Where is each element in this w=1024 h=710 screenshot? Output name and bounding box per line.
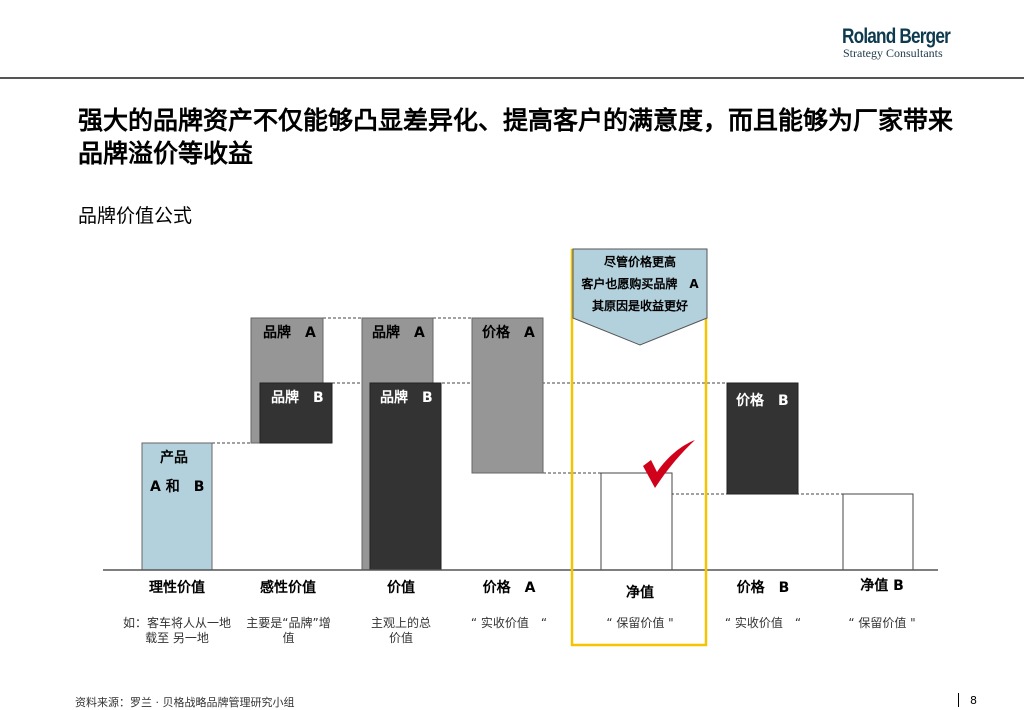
page-title: 强大的品牌资产不仅能够凸显差异化、提高客户的满意度，而且能够为厂家带来品牌溢价等… — [78, 106, 954, 168]
callout-line: 尽管价格更高 — [603, 255, 676, 269]
bar-label: 品牌 A — [372, 325, 425, 341]
column-note: “ 保留价值 " — [848, 616, 916, 630]
bar-label: 价格 A — [482, 325, 535, 341]
column-note: 主要是“品牌”增值 — [246, 616, 331, 645]
bar-price-a — [471, 317, 544, 474]
header-divider — [0, 77, 1024, 79]
section-subtitle: 品牌价值公式 — [78, 205, 193, 227]
callout-line: 客户也愿购买品牌 A — [581, 277, 699, 291]
bar-price-b — [726, 382, 799, 495]
column-note: “ 实收价值 “ — [470, 616, 548, 630]
page-number: 8 — [970, 694, 977, 707]
column-note: 主观上的总价值 — [370, 616, 431, 645]
column-label: 感性价值 — [260, 580, 316, 596]
page-divider — [958, 693, 959, 707]
column-note: “ 实收价值 “ — [724, 616, 802, 630]
source-note: 资料来源：罗兰 · 贝格战略品牌管理研究小组 — [75, 696, 295, 709]
column-label: 价格 A — [482, 580, 536, 596]
column-label: 价格 B — [736, 580, 790, 596]
bar-label: 品牌 A — [263, 325, 316, 341]
bar-label: 品牌 B — [271, 390, 324, 406]
column-label: 理性价值 — [149, 580, 205, 596]
checkmark-icon — [643, 440, 695, 488]
logo-tagline: Strategy Consultants — [843, 46, 943, 60]
bar-label: 品牌 B — [380, 390, 433, 406]
callout-arrow — [572, 248, 708, 346]
bar-brand-b-emotional — [259, 382, 333, 444]
bar-net-value-b — [842, 493, 914, 571]
bar-product — [141, 442, 213, 571]
bar-label: 产品 — [160, 450, 188, 466]
callout-line: 其原因是收益更好 — [591, 299, 688, 313]
column-note: “ 保留价值 " — [606, 616, 674, 630]
column-label: 净值 — [626, 585, 654, 601]
bar-net-value-a — [600, 472, 673, 571]
bar-label: A 和 B — [150, 479, 205, 495]
column-label: 净值 B — [860, 578, 904, 594]
column-label: 价值 — [387, 580, 415, 596]
logo: Roland Berger — [842, 25, 951, 48]
bar-brand-b-value — [369, 382, 442, 571]
column-note: 如：客车将人从一地载至 另一地 — [122, 616, 231, 645]
bar-label: 价格 B — [736, 393, 789, 409]
